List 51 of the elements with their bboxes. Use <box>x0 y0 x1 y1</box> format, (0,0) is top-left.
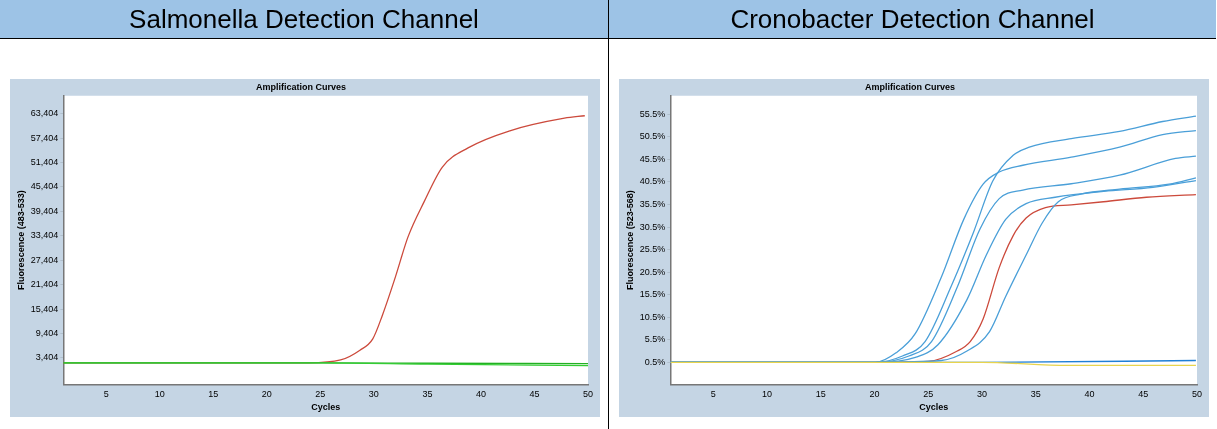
x-tick-label: 25 <box>923 389 934 400</box>
x-tick-label: 50 <box>1191 389 1203 400</box>
x-tick-label: 15 <box>208 389 219 400</box>
y-tick-label: 45,404 <box>30 181 59 192</box>
y-tick-label: 30.5% <box>639 221 666 232</box>
y-tick-label: 35.5% <box>639 198 666 209</box>
x-tick-label: 25 <box>315 389 326 400</box>
y-tick-label: 57,404 <box>30 132 59 143</box>
y-tick-label: 15.5% <box>639 289 666 300</box>
y-tick-label: 63,404 <box>30 108 59 119</box>
y-tick-label: 5.5% <box>644 334 666 345</box>
x-tick-label: 30 <box>977 389 988 400</box>
y-tick-label: 50.5% <box>639 131 666 142</box>
y-tick-label: 45.5% <box>639 153 666 164</box>
x-tick-label: 10 <box>762 389 773 400</box>
x-axis-title: Cycles <box>919 402 949 413</box>
x-tick-label: 10 <box>154 389 165 400</box>
y-tick-label: 39,404 <box>30 205 59 216</box>
x-tick-label: 35 <box>422 389 433 400</box>
y-axis-title: Fluorescence (483-533) <box>15 190 26 290</box>
y-tick-label: 9,404 <box>35 327 59 338</box>
x-tick-label: 40 <box>1084 389 1095 400</box>
y-tick-label: 15,404 <box>30 303 59 314</box>
x-tick-label: 50 <box>582 389 594 400</box>
x-tick-label: 20 <box>869 389 880 400</box>
x-tick-label: 30 <box>368 389 379 400</box>
y-tick-label: 3,404 <box>35 352 59 363</box>
x-tick-label: 35 <box>1030 389 1041 400</box>
y-tick-label: 33,404 <box>30 230 59 241</box>
x-tick-label: 20 <box>261 389 272 400</box>
y-tick-label: 10.5% <box>639 311 666 322</box>
chart-subtitle: Amplification Curves <box>255 81 347 92</box>
chart-subtitle: Amplification Curves <box>864 81 956 92</box>
x-tick-label: 5 <box>103 389 109 400</box>
y-tick-label: 20.5% <box>639 266 666 277</box>
chart-title: Cronobacter Detection Channel <box>609 0 1216 39</box>
x-tick-label: 45 <box>529 389 540 400</box>
x-tick-label: 5 <box>710 389 716 400</box>
x-tick-label: 45 <box>1138 389 1149 400</box>
x-tick-label: 15 <box>815 389 826 400</box>
y-tick-label: 25.5% <box>639 244 666 255</box>
y-tick-label: 27,404 <box>30 254 59 265</box>
y-tick-label: 0.5% <box>644 356 666 367</box>
y-tick-label: 55.5% <box>639 108 666 119</box>
y-axis-title: Fluorescence (523-568) <box>624 190 635 290</box>
y-tick-label: 40.5% <box>639 176 666 187</box>
y-tick-label: 21,404 <box>30 279 59 290</box>
x-tick-label: 40 <box>475 389 486 400</box>
x-axis-title: Cycles <box>311 402 341 413</box>
y-tick-label: 51,404 <box>30 157 59 168</box>
chart-title: Salmonella Detection Channel <box>0 0 608 39</box>
